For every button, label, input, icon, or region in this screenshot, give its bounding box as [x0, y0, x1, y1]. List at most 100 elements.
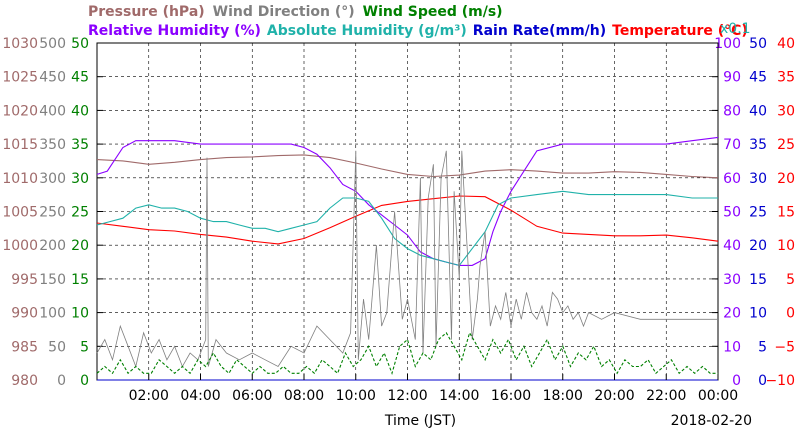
humidity-tick-label: 60: [723, 171, 741, 187]
wind_dir-tick-label: 400: [39, 103, 66, 119]
rain-tick-label: 15: [749, 272, 767, 288]
left-axes: 1030102510201015101010051000995990985980…: [2, 36, 103, 389]
pressure-tick-label: 995: [11, 272, 38, 288]
humidity-tick-label: 30: [723, 272, 741, 288]
humidity-tick-label: 70: [723, 137, 741, 153]
wind_speed-line: [96, 331, 718, 376]
pressure-tick-label: 1005: [2, 205, 38, 221]
wind_speed-tick-label: 20: [71, 238, 89, 254]
humidity-tick-label: 0: [732, 373, 741, 389]
pressure-line: [96, 154, 719, 179]
x-tick-label: 14:00: [439, 388, 479, 404]
x-tick-label: 04:00: [180, 388, 220, 404]
pressure-tick-label: 980: [11, 373, 38, 389]
relative_humidity-line: [96, 136, 719, 266]
pressure-tick-label: 1010: [2, 171, 38, 187]
rain-tick-label: 25: [749, 205, 767, 221]
humidity-tick-label: 20: [723, 306, 741, 322]
rain-tick-label: 45: [749, 70, 767, 86]
wind_dir-tick-label: 350: [39, 137, 66, 153]
temperature-tick-label: 35: [777, 70, 795, 86]
temperature-tick-label: 15: [777, 205, 795, 221]
temperature-tick-label: 30: [777, 103, 795, 119]
humidity-tick-label: 50: [723, 205, 741, 221]
date-label: 2018-02-20: [671, 413, 752, 429]
x-axis: 02:00 04:00 06:00 08:00 10:00 12:00 14:00 16:00…: [129, 374, 738, 404]
temperature-tick-label: 40: [777, 36, 795, 52]
legend-entry: Wind Direction (°): [213, 4, 355, 20]
rain-tick-label: 30: [749, 171, 767, 187]
pressure-tick-label: 985: [11, 339, 38, 355]
rain-tick-label: 50: [749, 36, 767, 52]
humidity-tick-label: 100: [714, 36, 741, 52]
temperature-line: [96, 195, 719, 245]
legend: Pressure (hPa) Wind Direction (°) Wind Spe…: [88, 4, 748, 39]
temperature-tick-label: 10: [777, 238, 795, 254]
wind_speed-tick-label: 45: [71, 70, 89, 86]
legend-entry: Temperature (°C): [612, 23, 748, 39]
wind_dir-tick-label: 450: [39, 70, 66, 86]
rain-tick-label: 20: [749, 238, 767, 254]
rain-tick-label: 10: [749, 306, 767, 322]
wind_dir-tick-label: 200: [39, 238, 66, 254]
wind_dir-tick-label: 100: [39, 306, 66, 322]
rain-tick-label: 5: [758, 339, 767, 355]
wind_speed-tick-label: 10: [71, 306, 89, 322]
pressure-tick-label: 1015: [2, 137, 38, 153]
humidity-tick-label: 90: [723, 70, 741, 86]
x-tick-label: 20:00: [594, 388, 634, 404]
pressure-tick-label: 1030: [2, 36, 38, 52]
wind_direction-line: [96, 150, 718, 368]
x-tick-label: 22:00: [646, 388, 686, 404]
wind_dir-tick-label: 0: [57, 373, 66, 389]
x-tick-label: 12:00: [387, 388, 427, 404]
absolute_humidity-line: [96, 190, 718, 267]
wind_dir-tick-label: 250: [39, 205, 66, 221]
wind_dir-tick-label: 500: [39, 36, 66, 52]
rain-tick-label: 35: [749, 137, 767, 153]
legend-entry: Wind Speed (m/s): [363, 4, 503, 20]
x-tick-label: 08:00: [284, 388, 324, 404]
x-tick-label: 06:00: [232, 388, 272, 404]
x-axis-label: Time (JST): [384, 413, 456, 429]
humidity-tick-label: 80: [723, 103, 741, 119]
grid-lines: [97, 43, 718, 380]
right-axes: 1009080706050403020100504540353025201510…: [712, 36, 795, 389]
pressure-tick-label: 1020: [2, 103, 38, 119]
x-tick-label: 02:00: [129, 388, 169, 404]
wind_speed-tick-label: 0: [80, 373, 89, 389]
legend-entry: Relative Humidity (%): [88, 23, 261, 39]
wind_speed-tick-label: 5: [80, 339, 89, 355]
humidity-tick-label: 40: [723, 238, 741, 254]
humidity-tick-label: 10: [723, 339, 741, 355]
wind_speed-tick-label: 40: [71, 103, 89, 119]
temperature-tick-label: −10: [765, 373, 795, 389]
wind_dir-tick-label: 300: [39, 171, 66, 187]
x-tick-label: 00:00: [698, 388, 738, 404]
legend-entry: Absolute Humidity (g/m³): [267, 23, 467, 39]
legend-entry: Pressure (hPa): [88, 4, 205, 20]
rain-tick-label: 0: [758, 373, 767, 389]
temperature-tick-label: 25: [777, 137, 795, 153]
temperature-tick-label: 20: [777, 171, 795, 187]
temperature-tick-label: −5: [774, 339, 795, 355]
x-tick-label: 10:00: [336, 388, 376, 404]
x-tick-label: 18:00: [543, 388, 583, 404]
wind_speed-tick-label: 35: [71, 137, 89, 153]
x-tick-label: 16:00: [491, 388, 531, 404]
wind_speed-tick-label: 25: [71, 205, 89, 221]
wind_dir-tick-label: 50: [48, 339, 66, 355]
temperature-tick-label: 5: [786, 272, 795, 288]
pressure-tick-label: 990: [11, 306, 38, 322]
wind_speed-tick-label: 50: [71, 36, 89, 52]
temperature-tick-label: 0: [786, 306, 795, 322]
rain-tick-label: 40: [749, 103, 767, 119]
pressure-tick-label: 1000: [2, 238, 38, 254]
wind_speed-tick-label: 30: [71, 171, 89, 187]
wind_speed-tick-label: 15: [71, 272, 89, 288]
pressure-tick-label: 1025: [2, 70, 38, 86]
wind_dir-tick-label: 150: [39, 272, 66, 288]
legend-entry: Rain Rate(mm/h): [473, 23, 606, 39]
absolute-humidity-scale-note: x0.1: [720, 21, 751, 37]
